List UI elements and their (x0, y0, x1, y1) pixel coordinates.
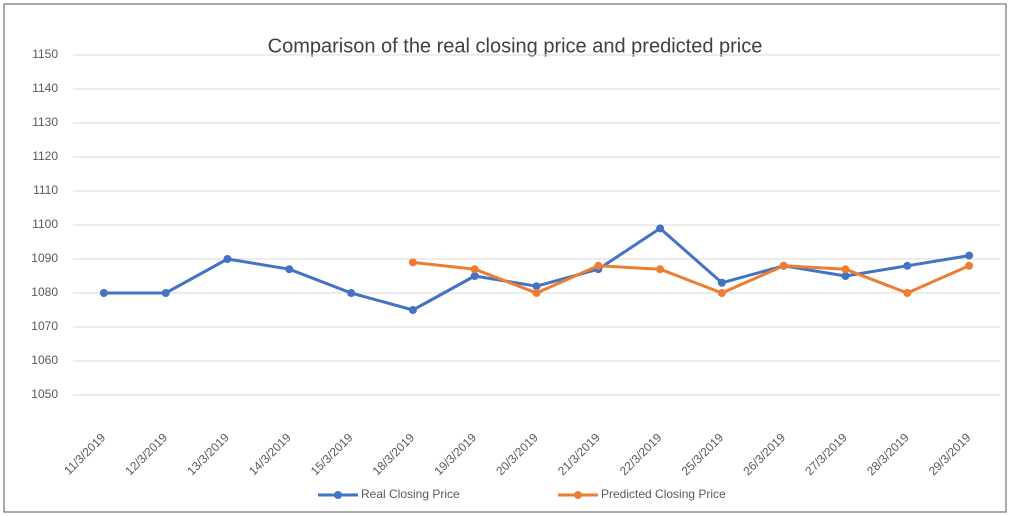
point (99, 289, 108, 297)
y-tick-label: 1100 (32, 217, 58, 231)
y-tick-label: 1060 (31, 353, 58, 367)
point (965, 261, 974, 270)
point (717, 289, 726, 297)
legend-marker (334, 491, 342, 499)
y-tick-label: 1140 (32, 81, 58, 95)
point (408, 306, 417, 314)
point (285, 265, 294, 274)
point (408, 258, 417, 267)
legend-marker (574, 491, 582, 499)
point (532, 282, 541, 291)
legend-label: Predicted Closing Price (601, 487, 726, 501)
point (656, 265, 665, 274)
y-tick-label: 1150 (32, 47, 58, 61)
series-line (412, 260, 970, 295)
point (347, 289, 356, 297)
legend-label: Real Closing Price (361, 487, 460, 501)
point (903, 261, 912, 270)
point (965, 251, 974, 260)
point (717, 278, 726, 287)
point (532, 289, 541, 297)
y-tick-label: 1130 (32, 115, 58, 129)
point (161, 289, 170, 297)
y-tick-label: 1080 (31, 285, 58, 299)
y-tick-label: 1120 (32, 149, 58, 163)
point (841, 265, 850, 274)
chart-title: Comparison of the real closing price and… (268, 35, 763, 57)
point (656, 224, 665, 233)
y-tick-label: 1110 (33, 183, 58, 197)
point (903, 289, 912, 297)
y-tick-label: 1070 (31, 319, 58, 333)
point (470, 272, 479, 280)
point (470, 265, 479, 274)
point (223, 255, 232, 263)
point (779, 261, 788, 270)
point (841, 272, 850, 280)
y-tick-label: 1050 (31, 387, 58, 401)
point (594, 261, 603, 270)
y-tick-label: 1090 (31, 251, 58, 265)
